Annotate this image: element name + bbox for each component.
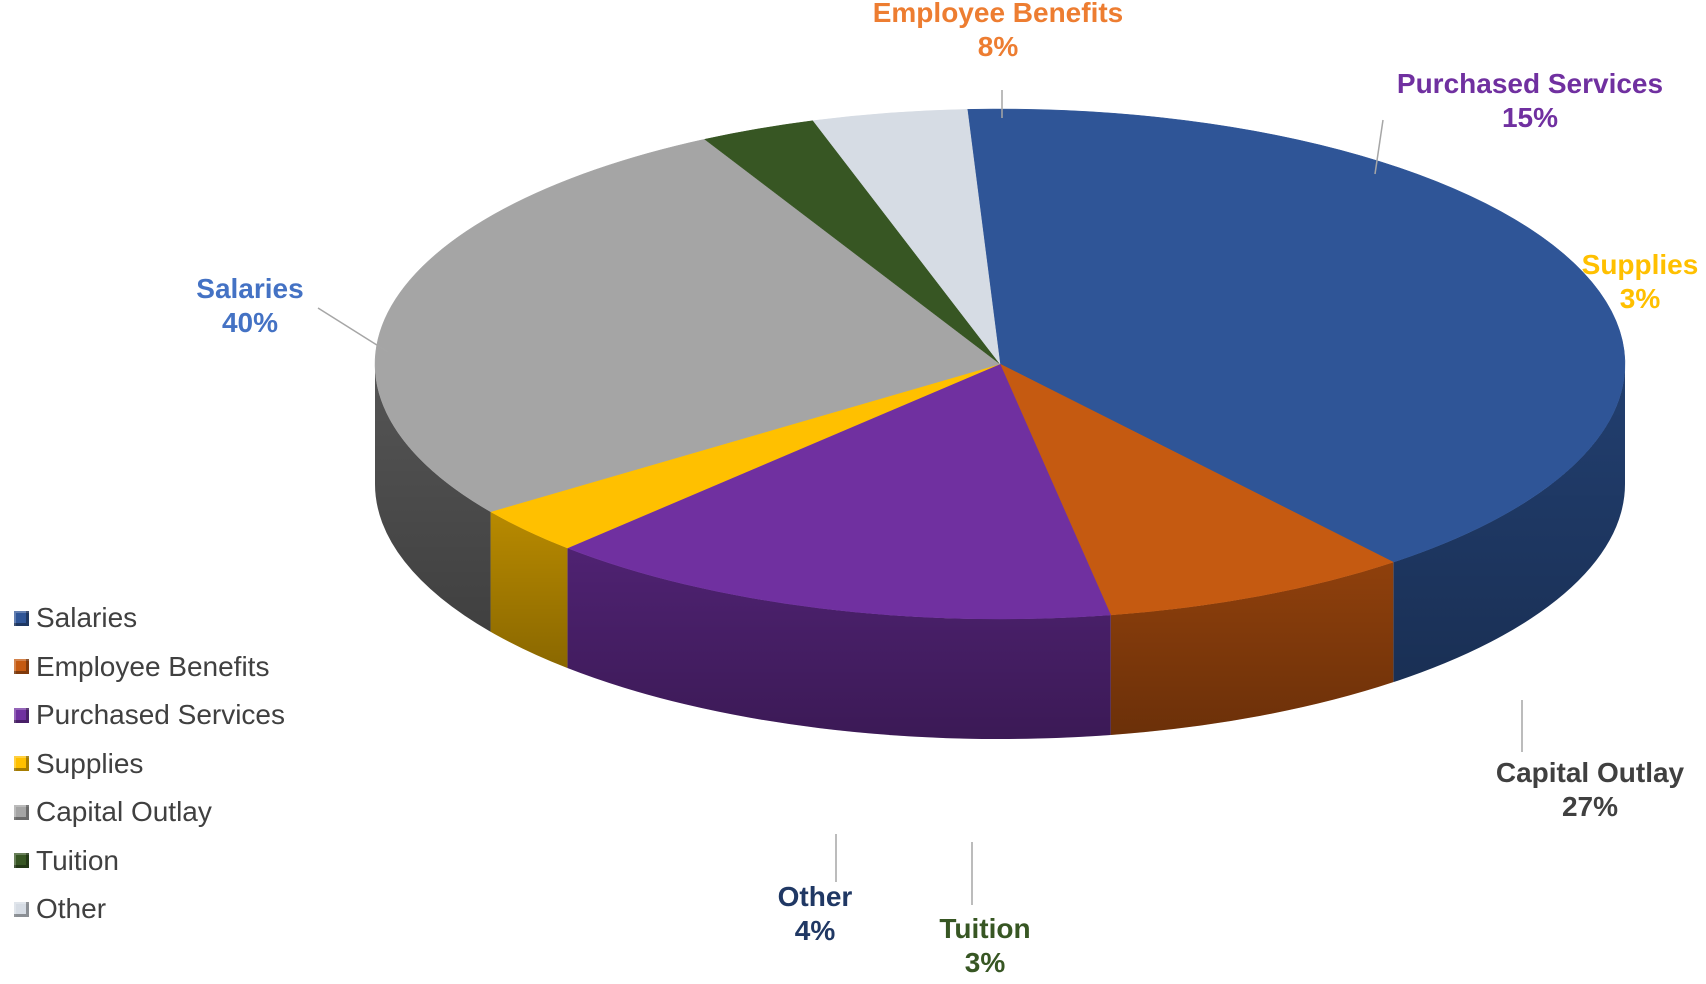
pct-label-capital-outlay: 27% xyxy=(1562,791,1618,822)
side-shade-purchased-services xyxy=(567,548,1111,740)
legend-label-other: Other xyxy=(36,893,107,925)
legend-swatch-purchased-services xyxy=(14,707,29,723)
pct-label-employee-benefits: 8% xyxy=(978,31,1019,62)
legend-item-employee-benefits: Employee Benefits xyxy=(14,643,285,692)
label-tuition: Tuition xyxy=(939,913,1030,944)
slice-capital-outlay xyxy=(374,139,1001,512)
label-employee-benefits: Employee Benefits xyxy=(873,0,1124,28)
pct-label-purchased-services: 15% xyxy=(1502,102,1558,133)
pie-tops xyxy=(374,108,1626,620)
legend-swatch-other xyxy=(14,901,29,917)
legend-swatch-tuition xyxy=(14,853,29,869)
legend-item-tuition: Tuition xyxy=(14,837,285,886)
leader-salaries xyxy=(317,307,389,353)
legend-item-salaries: Salaries xyxy=(14,594,285,643)
legend-swatch-salaries xyxy=(14,610,29,626)
legend-swatch-capital-outlay xyxy=(14,804,29,820)
legend-label-salaries: Salaries xyxy=(36,602,138,634)
pct-label-salaries: 40% xyxy=(222,307,278,338)
label-other: Other xyxy=(778,881,853,912)
legend-label-employee-benefits: Employee Benefits xyxy=(36,650,270,682)
legend-item-purchased-services: Purchased Services xyxy=(14,691,285,740)
slice-salaries xyxy=(967,108,1626,563)
legend-swatch-supplies xyxy=(14,756,29,772)
legend-item-other: Other xyxy=(14,885,285,934)
legend-label-capital-outlay: Capital Outlay xyxy=(36,796,212,828)
legend-label-purchased-services: Purchased Services xyxy=(36,699,286,731)
label-capital-outlay: Capital Outlay xyxy=(1496,757,1685,788)
pct-label-supplies: 3% xyxy=(1620,283,1661,314)
legend: Salaries Employee Benefits Purchased Servi… xyxy=(14,594,285,934)
side-shade-capital-outlay xyxy=(375,364,491,632)
label-salaries: Salaries xyxy=(196,273,303,304)
legend-label-supplies: Supplies xyxy=(36,747,144,779)
pie-sides xyxy=(375,364,1625,740)
slice-purchased-services xyxy=(566,363,1112,620)
side-shade-employee-benefits xyxy=(1110,562,1394,735)
pct-label-tuition: 3% xyxy=(965,947,1006,978)
legend-label-tuition: Tuition xyxy=(36,844,120,876)
legend-item-capital-outlay: Capital Outlay xyxy=(14,788,285,837)
pct-label-other: 4% xyxy=(795,915,836,946)
label-supplies: Supplies xyxy=(1582,249,1699,280)
slice-employee-benefits xyxy=(999,363,1394,616)
legend-swatch-employee-benefits xyxy=(14,659,29,675)
label-purchased-services: Purchased Services xyxy=(1397,68,1663,99)
legend-item-supplies: Supplies xyxy=(14,740,285,789)
leader-purchased-services xyxy=(1374,119,1384,175)
side-shade-supplies xyxy=(490,511,568,669)
side-shade-salaries xyxy=(1393,364,1625,683)
slice-other xyxy=(812,109,1001,365)
leader-lines xyxy=(317,90,1523,905)
